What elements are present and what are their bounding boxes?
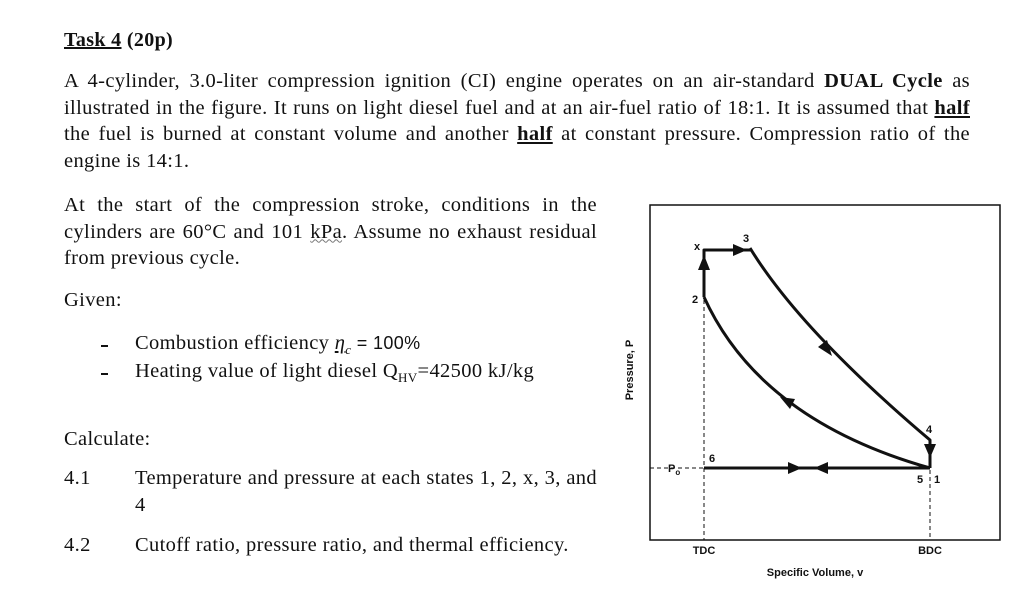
point-label: x: [694, 241, 701, 253]
task-heading: Task 4 (20p): [64, 27, 173, 54]
given-label: Given:: [64, 289, 122, 311]
text: Combustion efficiency: [135, 332, 335, 354]
cycle-curves: [702, 247, 932, 470]
point-label: 2: [692, 294, 698, 306]
text: the fuel is burned at constant volume an…: [64, 123, 518, 146]
text: at constant pressure. Compression ratio …: [64, 123, 970, 173]
text: HV: [398, 370, 418, 386]
calculate-label: Calculate:: [64, 428, 151, 450]
intro: A 4-cylinder, 3.0-liter compression igni…: [64, 68, 970, 175]
bdc-label: BDC: [918, 545, 942, 557]
text: A 4-cylinder, 3.0-liter compression igni…: [64, 70, 825, 92]
frame: [649, 204, 1001, 541]
text: as illustrated in the figure. It runs on…: [64, 70, 970, 119]
given-item: Heating value of light diesel QHV=42500 …: [135, 358, 597, 392]
point-label: 3: [743, 233, 749, 245]
text: half: [517, 123, 553, 146]
dash: [101, 345, 108, 347]
item-number: 4.2: [64, 534, 91, 556]
text: c: [345, 342, 352, 358]
text: o: [675, 468, 680, 477]
text: half: [934, 96, 970, 119]
point-label: 4: [926, 424, 933, 436]
dashed-lines: [650, 300, 931, 540]
po-label: Po: [668, 463, 680, 477]
item-text: Temperature and pressure at each states …: [135, 467, 597, 516]
point-label: 5: [917, 474, 923, 486]
point-label: 6: [709, 453, 715, 465]
task-points: (20p): [126, 29, 174, 51]
point-label: 1: [934, 474, 940, 486]
text: =42500 kJ/kg: [417, 360, 535, 382]
tdc-label: TDC: [693, 545, 716, 557]
given-item: Combustion efficiency ηc = 100%: [135, 330, 597, 364]
arrows: [698, 244, 936, 474]
text: . Assume no exhaust residual from previo…: [64, 220, 597, 270]
text: At the start of the compression stroke, …: [64, 194, 597, 243]
dash: [101, 373, 108, 375]
text: = 100%: [351, 333, 421, 353]
task-title: Task 4: [64, 29, 122, 51]
item-text: Cutoff ratio, pressure ratio, and therma…: [135, 534, 569, 556]
item-number: 4.1: [64, 467, 91, 489]
y-axis-label: Pressure, P: [624, 340, 636, 401]
text: P: [668, 463, 675, 475]
text: η: [334, 332, 346, 354]
x-axis-label: Specific Volume, v: [767, 567, 864, 579]
text: kPa: [310, 220, 343, 243]
conditions: At the start of the compression stroke, …: [64, 192, 597, 272]
text: DUAL Cycle: [824, 70, 943, 92]
text: Heating value of light diesel Q: [135, 360, 399, 382]
